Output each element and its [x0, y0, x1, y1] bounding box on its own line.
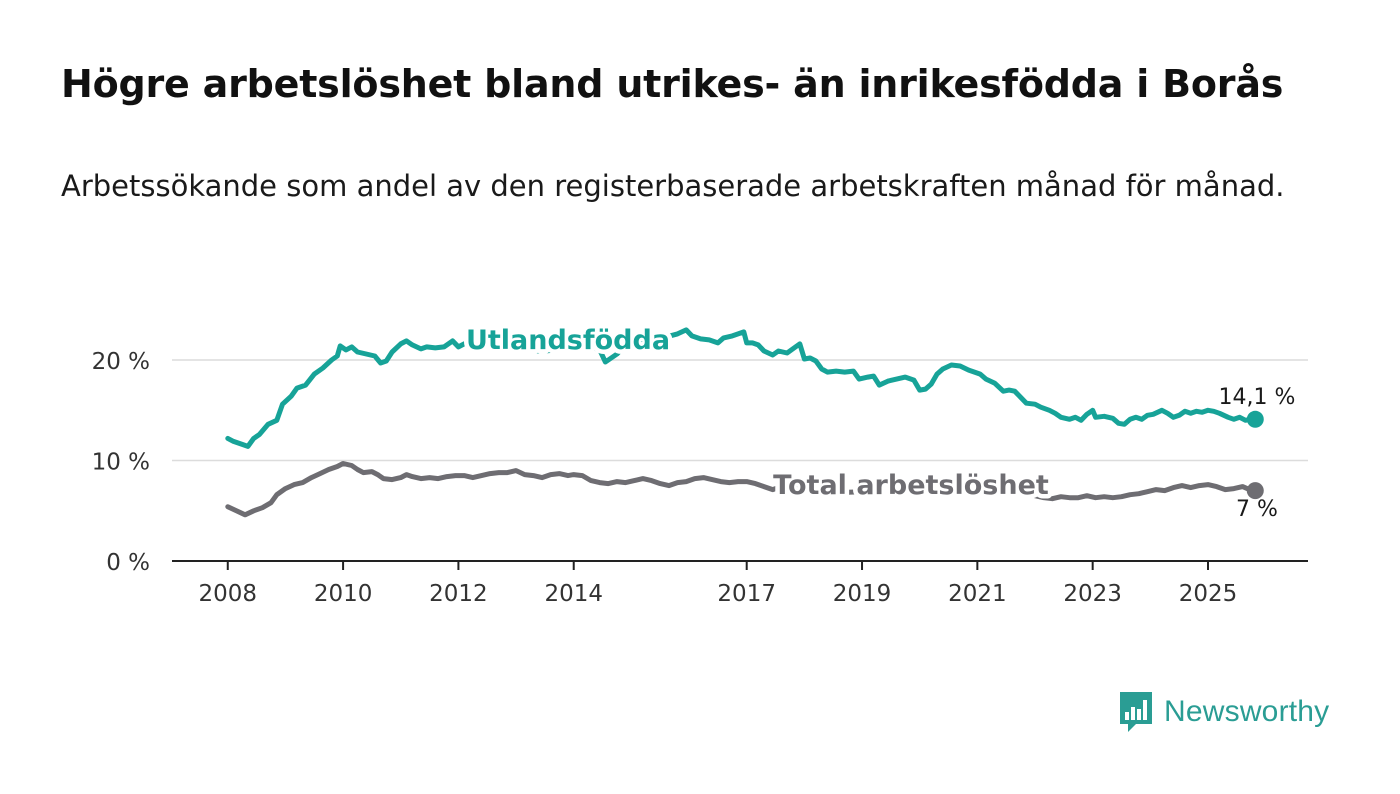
series-label-utlandsfodda: Utlandsfödda [466, 325, 670, 356]
x-tick-label: 2023 [1063, 581, 1122, 607]
series-label-halo-total: Total arbetslöshet [773, 470, 1049, 501]
grid-layer [172, 359, 1308, 462]
series-line-total [225, 461, 1258, 518]
brand-name: Newsworthy [1164, 695, 1330, 728]
x-tick-label: 2010 [314, 581, 373, 607]
chart-title: Högre arbetslöshet bland utrikes- än inr… [61, 62, 1284, 106]
series-end-point-utlandsfodda [1246, 410, 1264, 428]
axis-layer: 0 % 10 % 20 % 2008 2010 2012 2014 2017 2019 2021 2… [92, 349, 1308, 607]
end-value-label-utlandsfodda: 14,1 % [1219, 385, 1296, 410]
x-tick-label: 2017 [717, 581, 776, 607]
series-label-halo-utlandsfodda: Utlandsfödda [466, 325, 670, 356]
newsworthy-logo[interactable]: Newsworthy [1118, 690, 1329, 734]
y-tick-label: 0 % [106, 550, 150, 576]
y-tick-label: 20 % [92, 349, 150, 375]
end-value-label-total: 7 % [1236, 497, 1278, 522]
x-tick-label: 2014 [544, 581, 603, 607]
chart-subtitle: Arbetssökande som andel av den registerb… [61, 169, 1285, 203]
series-end-point-total [1246, 482, 1264, 500]
x-tick-label: 2019 [833, 581, 892, 607]
series-layer [225, 327, 1264, 518]
y-tick-label: 10 % [92, 450, 150, 476]
x-tick-label: 2012 [429, 581, 488, 607]
x-tick-label: 2025 [1179, 581, 1238, 607]
x-tick-label: 2021 [948, 581, 1007, 607]
series-label-total: Total arbetslöshet [773, 470, 1049, 501]
x-tick-label: 2008 [198, 581, 257, 607]
series-line-utlandsfodda [225, 327, 1258, 449]
newsworthy-logo-icon [1120, 692, 1152, 732]
